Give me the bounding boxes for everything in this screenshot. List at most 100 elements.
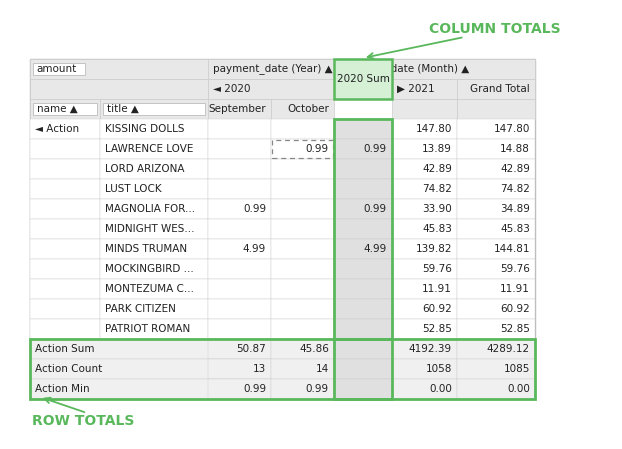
Bar: [334, 119, 392, 139]
Bar: [457, 379, 535, 399]
Bar: [392, 319, 457, 339]
Bar: [208, 199, 271, 219]
Bar: [100, 139, 208, 159]
Text: 60.92: 60.92: [422, 304, 452, 314]
Bar: [208, 279, 271, 299]
Text: PATRIOT ROMAN: PATRIOT ROMAN: [105, 324, 190, 334]
Bar: [392, 139, 457, 159]
Bar: [208, 119, 271, 139]
Text: 4.99: 4.99: [243, 244, 266, 254]
Bar: [30, 259, 100, 279]
Text: amount: amount: [36, 64, 77, 74]
Text: MOCKINGBIRD ...: MOCKINGBIRD ...: [105, 264, 193, 274]
Bar: [208, 139, 271, 159]
Bar: [30, 59, 208, 79]
Text: 147.80: 147.80: [494, 124, 530, 134]
Bar: [208, 159, 271, 179]
Text: 13.89: 13.89: [422, 144, 452, 154]
Bar: [271, 179, 334, 199]
Bar: [334, 339, 392, 399]
Bar: [100, 259, 208, 279]
Text: 52.85: 52.85: [500, 324, 530, 334]
Text: MONTEZUMA C...: MONTEZUMA C...: [105, 284, 194, 294]
Bar: [30, 119, 100, 139]
Bar: [100, 239, 208, 259]
Bar: [334, 259, 392, 279]
Bar: [334, 139, 392, 159]
Bar: [457, 239, 535, 259]
Text: Action Count: Action Count: [35, 364, 102, 374]
Text: MAGNOLIA FOR...: MAGNOLIA FOR...: [105, 204, 195, 214]
Text: 50.87: 50.87: [236, 344, 266, 354]
Bar: [30, 339, 535, 399]
Bar: [457, 279, 535, 299]
Bar: [334, 319, 392, 339]
Text: 60.92: 60.92: [500, 304, 530, 314]
Text: LUST LOCK: LUST LOCK: [105, 184, 162, 194]
Bar: [30, 239, 100, 259]
Bar: [392, 299, 457, 319]
Text: 0.99: 0.99: [306, 384, 329, 394]
Bar: [271, 139, 334, 159]
Text: MIDNIGHT WES...: MIDNIGHT WES...: [105, 224, 195, 234]
Text: COLUMN TOTALS: COLUMN TOTALS: [429, 22, 560, 36]
Bar: [103, 103, 205, 115]
Text: 147.80: 147.80: [415, 124, 452, 134]
Text: PARK CITIZEN: PARK CITIZEN: [105, 304, 176, 314]
Bar: [271, 299, 334, 319]
Text: payment_date (Month) ▲: payment_date (Month) ▲: [339, 64, 469, 75]
Text: ROW TOTALS: ROW TOTALS: [32, 414, 134, 428]
Bar: [100, 99, 208, 119]
Text: Action Sum: Action Sum: [35, 344, 95, 354]
Bar: [334, 359, 392, 379]
Bar: [30, 99, 100, 119]
Bar: [30, 139, 100, 159]
Bar: [271, 279, 334, 299]
Text: 45.83: 45.83: [500, 224, 530, 234]
Text: 4.99: 4.99: [364, 244, 387, 254]
Bar: [271, 359, 334, 379]
Bar: [33, 103, 97, 115]
Text: 74.82: 74.82: [500, 184, 530, 194]
Bar: [334, 279, 392, 299]
Bar: [334, 239, 392, 259]
Bar: [208, 379, 271, 399]
Text: 34.89: 34.89: [500, 204, 530, 214]
Bar: [457, 259, 535, 279]
Bar: [100, 279, 208, 299]
Bar: [457, 179, 535, 199]
Bar: [334, 339, 392, 359]
Bar: [100, 199, 208, 219]
Text: 0.00: 0.00: [507, 384, 530, 394]
Bar: [392, 239, 457, 259]
Bar: [334, 379, 392, 399]
Text: 4289.12: 4289.12: [487, 344, 530, 354]
Bar: [334, 59, 535, 79]
Bar: [271, 199, 334, 219]
Bar: [208, 59, 334, 79]
Text: KISSING DOLLS: KISSING DOLLS: [105, 124, 185, 134]
Bar: [30, 179, 100, 199]
Bar: [457, 339, 535, 359]
Bar: [392, 279, 457, 299]
Text: 42.89: 42.89: [422, 164, 452, 174]
Bar: [100, 159, 208, 179]
Bar: [334, 59, 392, 99]
Text: name ▲: name ▲: [37, 104, 78, 114]
Bar: [208, 179, 271, 199]
Text: 0.99: 0.99: [364, 204, 387, 214]
Bar: [457, 359, 535, 379]
Text: September: September: [208, 104, 266, 114]
Bar: [457, 159, 535, 179]
Bar: [271, 259, 334, 279]
Bar: [457, 79, 535, 99]
Text: 11.91: 11.91: [500, 284, 530, 294]
Bar: [30, 339, 271, 359]
Bar: [30, 219, 100, 239]
Text: 0.99: 0.99: [243, 384, 266, 394]
Bar: [334, 159, 392, 179]
Bar: [457, 99, 535, 119]
Bar: [208, 319, 271, 339]
Bar: [271, 159, 334, 179]
Bar: [271, 119, 334, 139]
